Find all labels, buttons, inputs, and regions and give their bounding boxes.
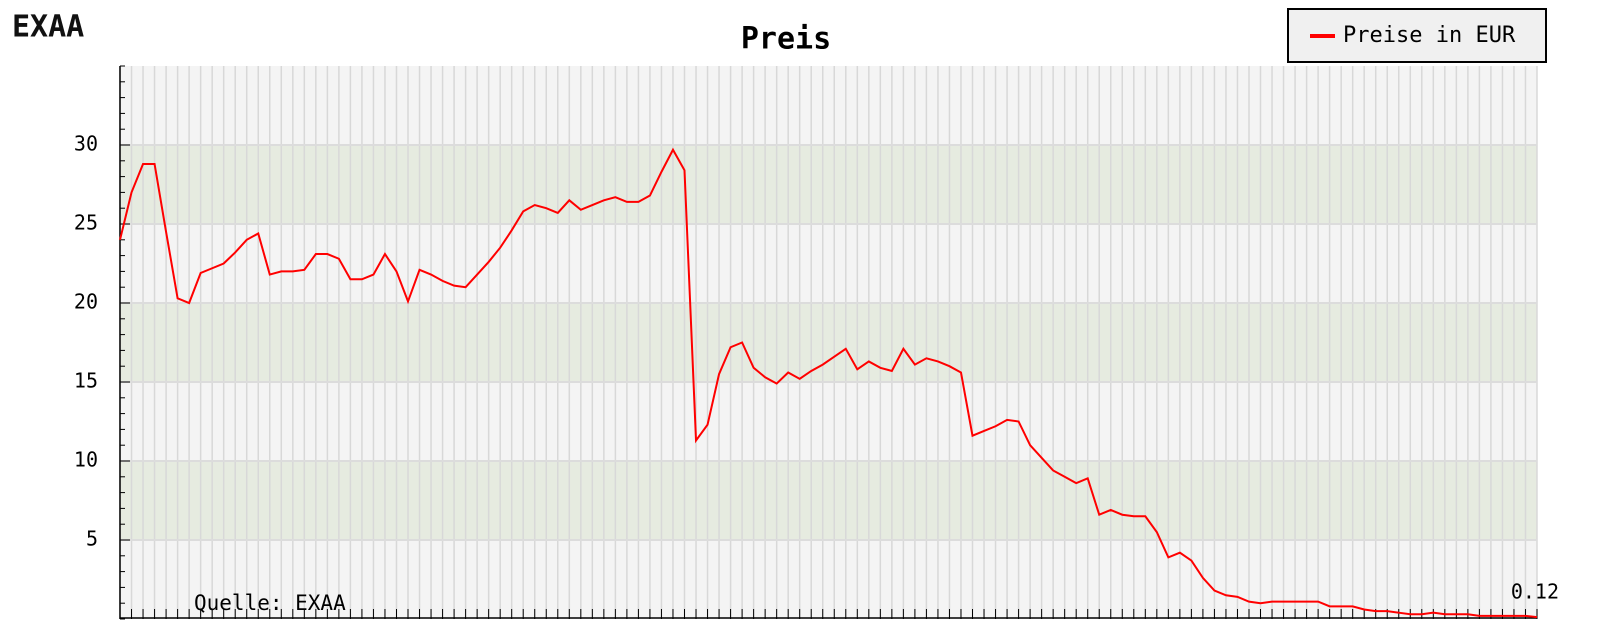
line	[119, 147, 1538, 619]
legend-label: Preise in EUR	[1343, 23, 1516, 48]
band	[120, 145, 1537, 224]
value-label: 0.12	[1511, 580, 1559, 604]
band	[120, 461, 1537, 540]
y-tick-label: 20	[74, 290, 98, 314]
y-tick-label: 15	[74, 369, 98, 393]
y-tick-label: 10	[74, 448, 98, 472]
logo: EXAA	[12, 10, 84, 45]
y-tick-label: 25	[74, 211, 98, 235]
source: Quelle: EXAA	[194, 591, 346, 615]
y-tick-label: 5	[86, 527, 98, 551]
band	[120, 303, 1537, 382]
y-tick-label: 30	[74, 132, 98, 156]
chart-title: Preis	[741, 22, 831, 57]
